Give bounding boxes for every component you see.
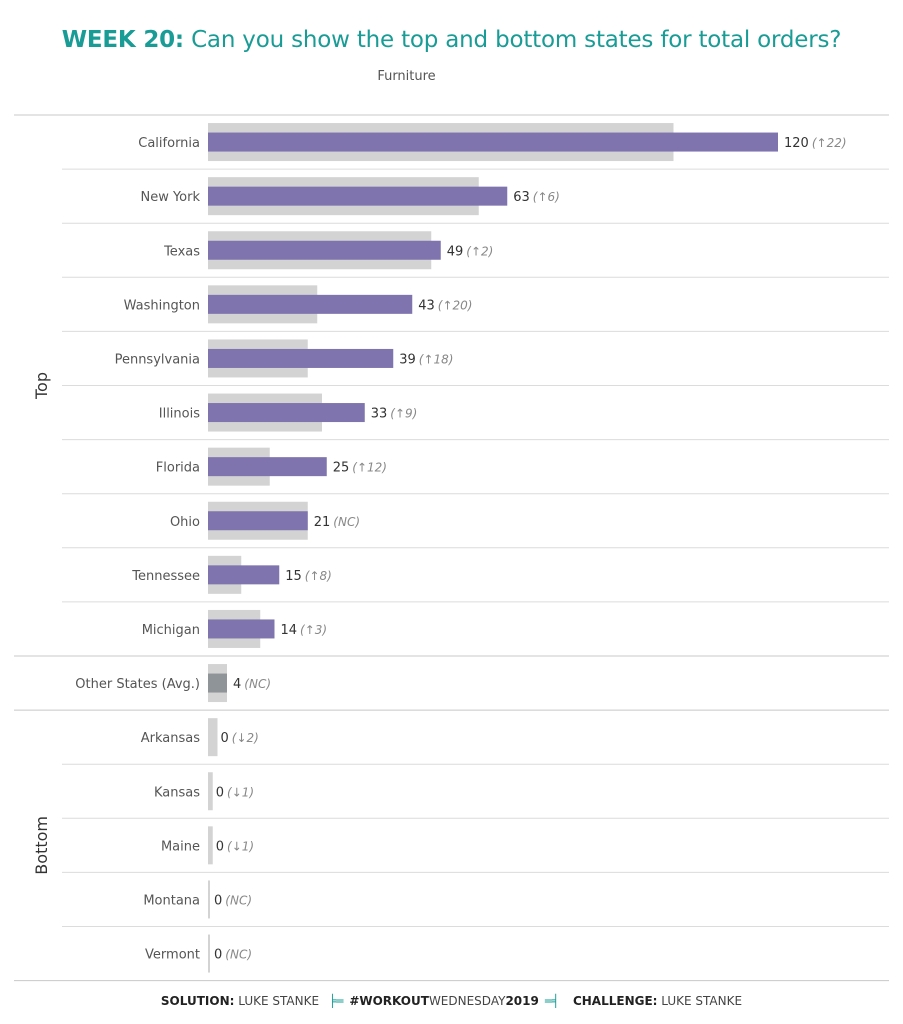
prior-bar-maine: [208, 826, 213, 865]
current-bar-illinois: [208, 403, 365, 423]
change-label-washington: (↑20): [438, 298, 473, 312]
current-bar-new-york: [208, 186, 508, 206]
value-label-tennessee: 15: [285, 569, 302, 584]
group-label-top: Top: [32, 372, 51, 400]
change-label-ohio: (NC): [333, 515, 360, 529]
hashtag-part2: WEDNESDAY: [428, 994, 506, 1008]
change-label-tennessee: (↑8): [305, 569, 332, 583]
current-bar-florida: [208, 457, 327, 477]
solution-label: SOLUTION:: [160, 994, 235, 1008]
current-bar-texas: [208, 240, 441, 260]
group-label-bottom: Bottom: [32, 816, 51, 875]
category-label-california: California: [138, 136, 200, 151]
change-label-montana: (NC): [225, 893, 252, 907]
hashtag-part1: #WORKOUT: [349, 994, 429, 1008]
category-label-illinois: Illinois: [159, 407, 200, 422]
category-label-tennessee: Tennessee: [131, 569, 200, 584]
hashtag-part3: 2019: [505, 994, 539, 1008]
value-label-texas: 49: [447, 244, 464, 259]
category-label-kansas: Kansas: [154, 785, 200, 800]
change-label-pennsylvania: (↑18): [419, 352, 454, 366]
category-label-new-york: New York: [140, 190, 200, 205]
current-bar-tennessee: [208, 565, 280, 585]
footer: SOLUTION: LUKE STANKE ╞═ #WORKOUTWEDNESDA…: [0, 994, 903, 1008]
change-label-michigan: (↑3): [300, 623, 327, 637]
current-bar-other-states-avg: [208, 673, 227, 693]
current-bar-michigan: [208, 619, 275, 639]
change-label-vermont: (NC): [225, 948, 252, 962]
challenge-label: CHALLENGE:: [572, 994, 658, 1008]
hashtag-right-bracket: ═╡: [544, 994, 560, 1008]
value-label-illinois: 33: [371, 407, 388, 422]
current-bar-washington: [208, 294, 413, 314]
category-label-arkansas: Arkansas: [141, 731, 200, 746]
value-label-vermont: 0: [214, 948, 222, 963]
title-prefix: WEEK 20:: [61, 27, 184, 53]
category-label-vermont: Vermont: [145, 948, 200, 963]
challenge-name: LUKE STANKE: [661, 994, 743, 1008]
value-label-florida: 25: [333, 461, 350, 476]
value-label-california: 120: [784, 136, 809, 151]
change-label-other-states-avg: (NC): [244, 677, 271, 691]
page-title: WEEK 20: Can you show the top and bottom…: [0, 27, 903, 53]
prior-bar-arkansas: [208, 718, 218, 757]
bar-chart: Top Bottom California 120 (↑22) New York 63 (↑6…: [14, 114, 889, 982]
solution-name: LUKE STANKE: [238, 994, 320, 1008]
category-label-washington: Washington: [124, 298, 200, 313]
category-label-maine: Maine: [161, 839, 200, 854]
value-label-michigan: 14: [281, 623, 298, 638]
category-label-texas: Texas: [163, 244, 200, 259]
value-label-pennsylvania: 39: [399, 352, 416, 367]
title-text: Can you show the top and bottom states f…: [191, 27, 842, 53]
category-label-michigan: Michigan: [142, 623, 200, 638]
value-label-kansas: 0: [216, 785, 224, 800]
change-label-maine: (↓1): [227, 839, 254, 853]
category-label-ohio: Ohio: [170, 515, 200, 530]
change-label-kansas: (↓1): [227, 785, 254, 799]
change-label-arkansas: (↓2): [232, 731, 259, 745]
category-label-other-states-avg: Other States (Avg.): [75, 677, 200, 692]
hashtag-left-bracket: ╞═: [328, 994, 344, 1008]
change-label-illinois: (↑9): [390, 407, 417, 421]
category-label-florida: Florida: [156, 461, 200, 476]
change-label-california: (↑22): [812, 136, 847, 150]
change-label-new-york: (↑6): [533, 190, 560, 204]
value-label-washington: 43: [418, 298, 435, 313]
change-label-texas: (↑2): [466, 244, 493, 258]
chart-subtitle: Furniture: [377, 69, 436, 84]
change-label-florida: (↑12): [352, 461, 387, 475]
current-bar-pennsylvania: [208, 348, 394, 368]
value-label-other-states-avg: 4: [233, 677, 241, 692]
current-bar-california: [208, 132, 778, 152]
category-label-montana: Montana: [143, 893, 200, 908]
value-label-arkansas: 0: [221, 731, 229, 746]
value-label-ohio: 21: [314, 515, 331, 530]
prior-bar-kansas: [208, 772, 213, 811]
value-label-montana: 0: [214, 893, 222, 908]
value-label-maine: 0: [216, 839, 224, 854]
current-bar-ohio: [208, 511, 308, 531]
category-label-pennsylvania: Pennsylvania: [115, 352, 200, 367]
value-label-new-york: 63: [513, 190, 530, 205]
